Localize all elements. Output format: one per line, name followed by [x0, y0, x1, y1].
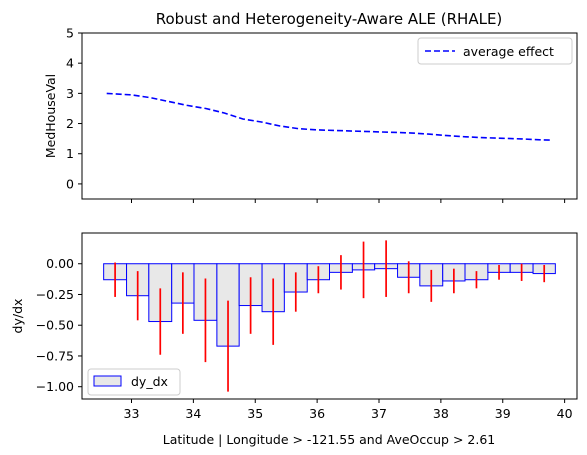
- top-y-tick-label: 1: [66, 146, 74, 161]
- top-y-ticks: 0 1 2 3 4 5: [66, 26, 82, 191]
- bottom-y-tick-label: −1.00: [36, 379, 74, 394]
- bottom-x-tick-label: 36: [309, 406, 325, 421]
- top-panel: Robust and Heterogeneity-Aware ALE (RHAL…: [43, 10, 578, 203]
- top-axes-frame: [81, 32, 578, 200]
- bottom-legend-swatch: [93, 375, 122, 387]
- average-effect-line: [106, 92, 553, 141]
- bottom-x-tick-label: 40: [557, 406, 573, 421]
- bottom-plot-marks: [103, 240, 556, 392]
- top-y-tick-label: 3: [66, 86, 74, 101]
- bottom-legend: dy_dx: [87, 368, 181, 396]
- bottom-x-tick-label: 35: [247, 406, 263, 421]
- top-legend-label: average effect: [463, 44, 554, 59]
- bottom-x-tick-label: 37: [371, 406, 387, 421]
- bottom-y-tick-label: −0.75: [36, 348, 74, 363]
- bottom-x-tick-label: 34: [185, 406, 201, 421]
- bottom-x-tick-label: 33: [124, 406, 140, 421]
- bottom-y-ticks: −1.00 −0.75 −0.50 −0.25 0.00: [36, 256, 82, 394]
- top-plot-marks: [106, 92, 553, 141]
- bottom-y-tick-label: −0.25: [36, 287, 74, 302]
- chart-title: Robust and Heterogeneity-Aware ALE (RHAL…: [156, 10, 503, 28]
- bottom-x-tick-label: 39: [495, 406, 511, 421]
- bottom-x-axis-label: Latitude | Longitude > -121.55 and AveOc…: [163, 432, 496, 447]
- bottom-y-tick-label: −0.50: [36, 318, 74, 333]
- bottom-x-ticks: 33 34 35 36 37 38 39 40: [124, 399, 573, 421]
- bottom-x-tick-label: 38: [433, 406, 449, 421]
- top-legend: average effect: [417, 37, 573, 65]
- bottom-y-tick-label: 0.00: [46, 256, 74, 271]
- bottom-axes-frame: [81, 232, 578, 400]
- bottom-legend-label: dy_dx: [131, 374, 168, 389]
- top-y-tick-label: 2: [66, 116, 74, 131]
- top-y-tick-label: 4: [66, 56, 74, 71]
- bottom-panel: −1.00 −0.75 −0.50 −0.25 0.00 33 34 35 36 37 38 39 4…: [10, 232, 578, 447]
- bottom-y-axis-label: dy/dx: [10, 299, 25, 334]
- top-legend-box: [417, 37, 573, 65]
- top-y-tick-label: 0: [66, 176, 74, 191]
- top-y-tick-label: 5: [66, 26, 74, 41]
- top-y-axis-label: MedHouseVal: [43, 74, 58, 158]
- top-x-ticks: [131, 199, 566, 203]
